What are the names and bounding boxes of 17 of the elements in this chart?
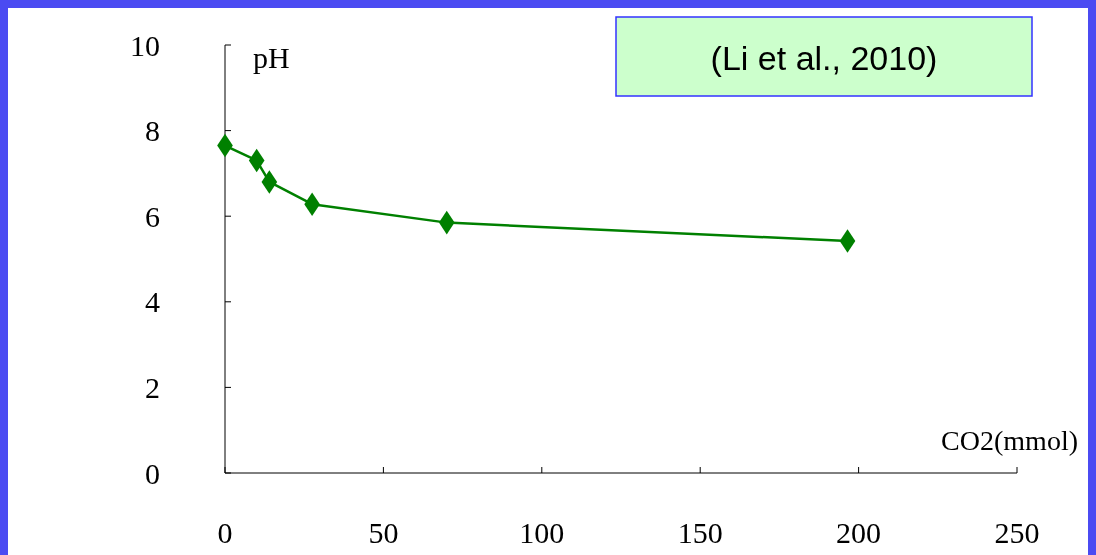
point (261, 170, 278, 194)
y-tick-label: 2 (145, 370, 160, 404)
point (839, 229, 856, 253)
y-tick-label: 4 (145, 285, 160, 319)
x-tick-label: 0 (217, 516, 233, 549)
x-tick-label: 250 (994, 516, 1040, 549)
y-tick-label: 0 (145, 456, 160, 490)
y-tick-label: 6 (145, 199, 160, 233)
x-tick-label: 200 (836, 516, 882, 549)
x-tick-label: 100 (519, 516, 565, 549)
y-tick-label: 8 (145, 114, 160, 148)
y-axis-title: pH (253, 41, 290, 74)
x-axis-title: CO2(mmol) (941, 425, 1078, 456)
y-tick-label: 10 (130, 28, 160, 62)
annotation: (Li et al., 2010) (710, 38, 938, 77)
x-tick-label: 50 (368, 516, 399, 549)
x-tick-label: 150 (677, 516, 723, 549)
